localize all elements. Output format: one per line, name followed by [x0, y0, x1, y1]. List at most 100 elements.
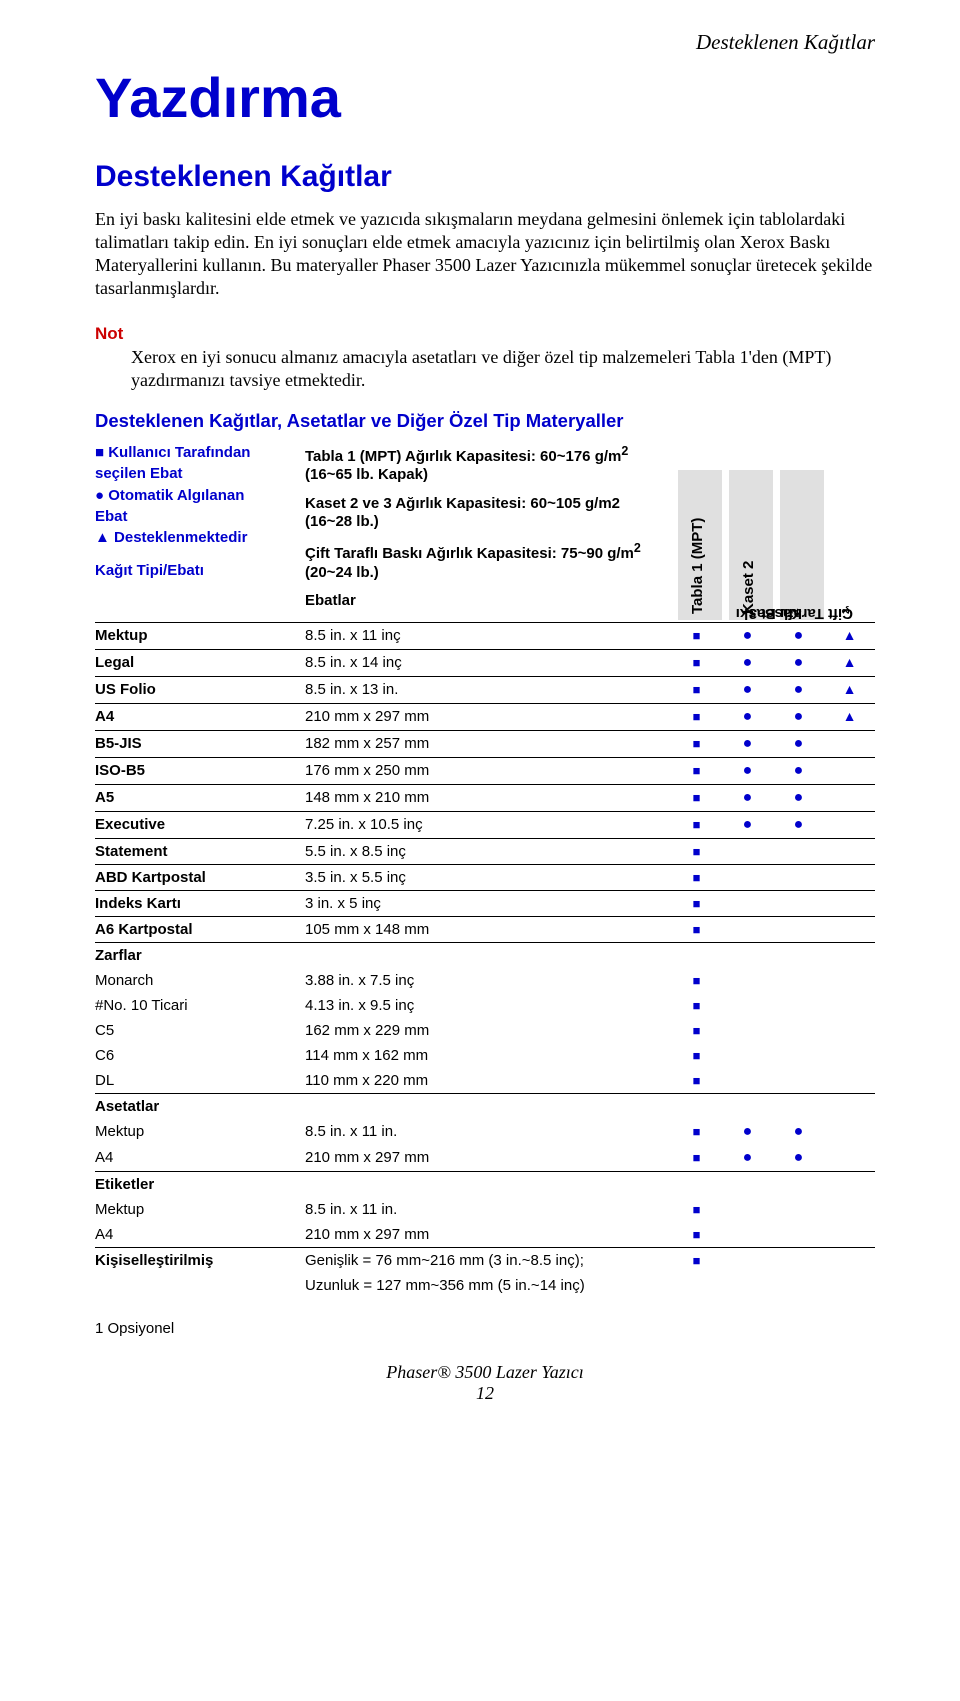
- support-mark: [671, 943, 722, 969]
- support-mark: [824, 1172, 875, 1198]
- support-mark: ●: [773, 812, 824, 839]
- paper-name: Asetatlar: [95, 1094, 305, 1120]
- table-row: DL110 mm x 220 mm■: [95, 1068, 875, 1094]
- support-mark: ▲: [824, 704, 875, 731]
- support-mark: ■: [671, 1197, 722, 1222]
- table-row: Etiketler: [95, 1172, 875, 1198]
- capacity-line-2: Kaset 2 ve 3 Ağırlık Kapasitesi: 60~105 …: [305, 495, 661, 532]
- support-mark: [722, 917, 773, 943]
- support-mark: ■: [671, 993, 722, 1018]
- paper-name: [95, 1273, 305, 1298]
- paper-size: 210 mm x 297 mm: [305, 1222, 671, 1248]
- paper-name: A6 Kartpostal: [95, 917, 305, 943]
- support-mark: [722, 968, 773, 993]
- support-mark: [824, 993, 875, 1018]
- paper-name: B5-JIS: [95, 731, 305, 758]
- table-row: Zarflar: [95, 943, 875, 969]
- support-mark: ●: [773, 758, 824, 785]
- support-mark: ●: [773, 1119, 824, 1145]
- paper-name: Monarch: [95, 968, 305, 993]
- support-mark: ●: [722, 785, 773, 812]
- paper-name: A4: [95, 1222, 305, 1248]
- paper-size: 8.5 in. x 11 in.: [305, 1119, 671, 1145]
- support-mark: [824, 785, 875, 812]
- support-mark: [824, 731, 875, 758]
- support-mark: ●: [773, 785, 824, 812]
- capacity-line-1: Tabla 1 (MPT) Ağırlık Kapasitesi: 60~176…: [305, 444, 661, 485]
- intro-paragraph: En iyi baskı kalitesini elde etmek ve ya…: [95, 208, 875, 300]
- table-row: Mektup8.5 in. x 11 in.■●●: [95, 1119, 875, 1145]
- support-mark: [824, 1119, 875, 1145]
- paper-size: 8.5 in. x 13 in.: [305, 677, 671, 704]
- paper-size: 110 mm x 220 mm: [305, 1068, 671, 1094]
- support-mark: ■: [671, 812, 722, 839]
- paper-name: C5: [95, 1018, 305, 1043]
- support-mark: [824, 865, 875, 891]
- paper-name: ABD Kartpostal: [95, 865, 305, 891]
- table-row: Uzunluk = 127 mm~356 mm (5 in.~14 inç): [95, 1273, 875, 1298]
- legend-auto-a: ● Otomatik Algılanan: [95, 487, 295, 505]
- support-mark: ■: [671, 1222, 722, 1248]
- support-mark: [773, 1197, 824, 1222]
- support-mark: ■: [671, 650, 722, 677]
- legend-auto-b: Ebat: [95, 508, 295, 526]
- support-mark: ●: [773, 1145, 824, 1172]
- support-mark: [824, 891, 875, 917]
- support-mark: ■: [671, 1043, 722, 1068]
- table-row: Statement5.5 in. x 8.5 inç■: [95, 839, 875, 865]
- table-row: ABD Kartpostal3.5 in. x 5.5 inç■: [95, 865, 875, 891]
- paper-name: Mektup: [95, 1197, 305, 1222]
- table-row: Monarch3.88 in. x 7.5 inç■: [95, 968, 875, 993]
- support-mark: ■: [671, 1248, 722, 1274]
- support-mark: [722, 1068, 773, 1094]
- support-mark: [824, 812, 875, 839]
- support-mark: [722, 943, 773, 969]
- table-row: US Folio8.5 in. x 13 in.■●●▲: [95, 677, 875, 704]
- col-kaset3: Kaset 31: [780, 470, 824, 620]
- support-mark: ■: [671, 731, 722, 758]
- support-mark: ●: [722, 812, 773, 839]
- support-mark: ■: [671, 839, 722, 865]
- legend-user-size-b: seçilen Ebat: [95, 465, 295, 483]
- legend-block: ■ Kullanıcı Tarafından seçilen Ebat ● Ot…: [95, 444, 305, 620]
- support-mark: [722, 1018, 773, 1043]
- support-mark: [671, 1172, 722, 1198]
- support-mark: ■: [671, 1018, 722, 1043]
- paper-name: Mektup: [95, 1119, 305, 1145]
- support-mark: ■: [671, 758, 722, 785]
- support-mark: [824, 943, 875, 969]
- paper-name: Executive: [95, 812, 305, 839]
- support-mark: [722, 865, 773, 891]
- paper-size: [305, 943, 671, 969]
- page-title: Yazdırma: [95, 65, 875, 130]
- support-mark: [824, 1273, 875, 1298]
- support-mark: [722, 1273, 773, 1298]
- capacity-block: Tabla 1 (MPT) Ağırlık Kapasitesi: 60~176…: [305, 444, 671, 620]
- support-mark: [773, 1222, 824, 1248]
- paper-size: Uzunluk = 127 mm~356 mm (5 in.~14 inç): [305, 1273, 671, 1298]
- support-mark: ■: [671, 891, 722, 917]
- support-mark: [773, 993, 824, 1018]
- table-row: Asetatlar: [95, 1094, 875, 1120]
- support-mark: [722, 1222, 773, 1248]
- paper-size: 3 in. x 5 inç: [305, 891, 671, 917]
- table-row: A4210 mm x 297 mm■●●: [95, 1145, 875, 1172]
- table-header-block: ■ Kullanıcı Tarafından seçilen Ebat ● Ot…: [95, 444, 875, 620]
- support-mark: ●: [722, 1119, 773, 1145]
- support-mark: [722, 1043, 773, 1068]
- support-mark: ■: [671, 623, 722, 650]
- paper-size: 8.5 in. x 14 inç: [305, 650, 671, 677]
- footer-page-number: 12: [95, 1383, 875, 1404]
- support-mark: ■: [671, 917, 722, 943]
- support-mark: ●: [722, 650, 773, 677]
- support-mark: ●: [773, 677, 824, 704]
- support-mark: ●: [773, 731, 824, 758]
- support-mark: [773, 1248, 824, 1274]
- support-mark: [773, 1018, 824, 1043]
- footnote: 1 Opsiyonel: [95, 1320, 875, 1337]
- paper-size: 105 mm x 148 mm: [305, 917, 671, 943]
- support-mark: ▲: [824, 650, 875, 677]
- support-mark: [773, 1273, 824, 1298]
- sizes-label: Ebatlar: [305, 592, 661, 610]
- paper-size: 8.5 in. x 11 inç: [305, 623, 671, 650]
